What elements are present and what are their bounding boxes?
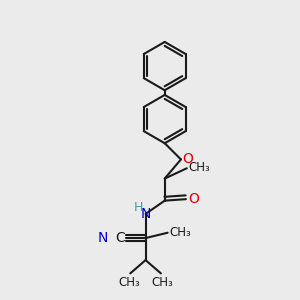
Text: CH₃: CH₃	[169, 226, 191, 239]
Text: C: C	[115, 231, 125, 245]
Text: N: N	[98, 231, 108, 245]
Text: O: O	[188, 192, 199, 206]
Text: N: N	[140, 207, 151, 221]
Text: O: O	[182, 152, 193, 167]
Text: CH₃: CH₃	[188, 161, 210, 174]
Text: CH₃: CH₃	[118, 276, 140, 289]
Text: CH₃: CH₃	[152, 276, 173, 289]
Text: H: H	[134, 201, 143, 214]
